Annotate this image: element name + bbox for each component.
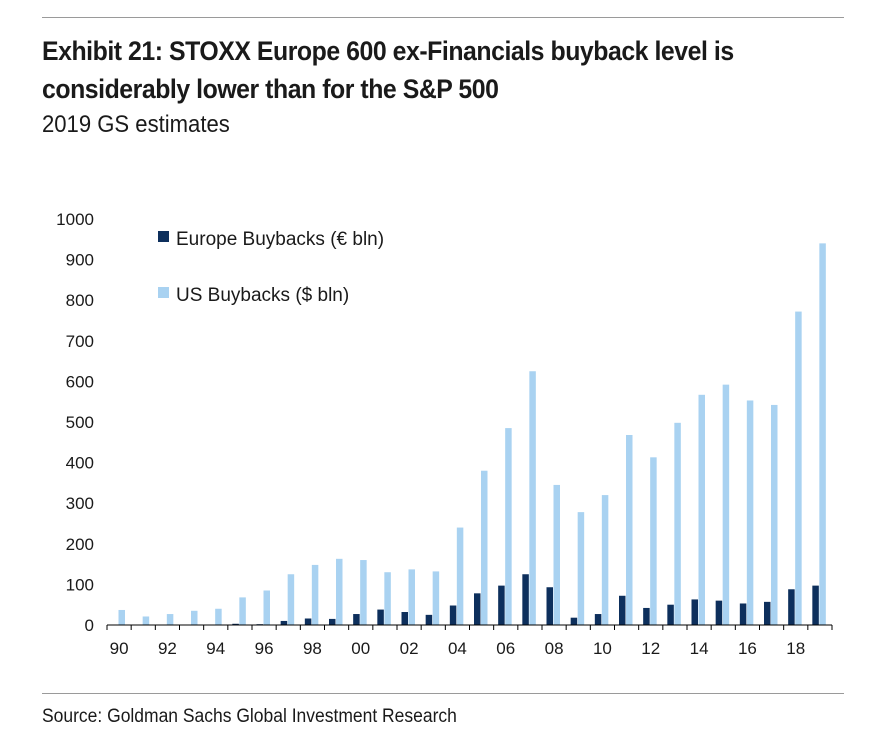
x-tick-label: 04 bbox=[448, 639, 467, 658]
europe-bar-19 bbox=[812, 585, 819, 625]
europe-bar-09 bbox=[570, 617, 578, 625]
us-bar-02 bbox=[408, 569, 415, 625]
europe-bar-10 bbox=[594, 614, 602, 625]
legend-label-us: US Buybacks ($ bln) bbox=[176, 285, 349, 306]
us-bar-04 bbox=[456, 527, 464, 625]
legend: Europe Buybacks (€ bln) US Buybacks ($ b… bbox=[158, 229, 384, 306]
x-tick-label: 96 bbox=[255, 639, 274, 658]
europe-bar-13 bbox=[667, 604, 674, 625]
y-tick-label: 900 bbox=[66, 251, 94, 270]
x-tick-label: 98 bbox=[303, 639, 322, 658]
us-bar-19 bbox=[819, 243, 826, 626]
us-bar-03 bbox=[432, 571, 440, 625]
chart-title: Exhibit 21: STOXX Europe 600 ex-Financia… bbox=[42, 36, 734, 104]
x-tick-label: 16 bbox=[738, 639, 757, 658]
bottom-rule bbox=[42, 693, 844, 694]
y-tick-label: 800 bbox=[66, 291, 94, 310]
us-bar-13 bbox=[674, 422, 681, 625]
us-bar-17 bbox=[771, 404, 778, 625]
us-bar-15 bbox=[722, 384, 730, 625]
us-bar-12 bbox=[650, 457, 657, 625]
y-tick-label: 200 bbox=[66, 535, 94, 554]
europe-bar-08 bbox=[546, 587, 553, 625]
x-tick-label: 18 bbox=[786, 639, 805, 658]
us-buyback-bars bbox=[118, 243, 826, 626]
europe-bar-06 bbox=[498, 585, 505, 625]
y-tick-label: 500 bbox=[66, 413, 94, 432]
source-note: Source: Goldman Sachs Global Investment … bbox=[42, 706, 457, 727]
us-bar-90 bbox=[118, 609, 125, 625]
europe-bar-15 bbox=[715, 600, 723, 625]
us-bar-98 bbox=[311, 564, 319, 625]
us-bar-92 bbox=[166, 614, 174, 625]
y-tick-label: 300 bbox=[66, 494, 94, 513]
x-tick-label: 94 bbox=[206, 639, 225, 658]
us-bar-91 bbox=[142, 616, 150, 625]
legend-swatch-europe bbox=[158, 231, 169, 242]
us-bar-95 bbox=[239, 597, 246, 625]
us-bar-06 bbox=[505, 428, 512, 625]
europe-bar-07 bbox=[522, 574, 529, 625]
x-tick-label: 90 bbox=[110, 639, 129, 658]
europe-bar-14 bbox=[691, 599, 698, 625]
europe-bar-99 bbox=[329, 618, 336, 625]
us-bar-07 bbox=[529, 371, 536, 625]
europe-bar-03 bbox=[425, 614, 433, 625]
us-bar-00 bbox=[360, 560, 367, 625]
x-tick-label: 00 bbox=[351, 639, 370, 658]
x-axis-ticks: 90 92 94 96 98 00 02 04 06 08 10 12 14 16 18 bbox=[106, 625, 833, 658]
us-bar-99 bbox=[336, 558, 343, 625]
x-tick-label: 92 bbox=[158, 639, 177, 658]
x-tick-label: 02 bbox=[400, 639, 419, 658]
x-tick-label: 08 bbox=[545, 639, 564, 658]
legend-swatch-us bbox=[158, 287, 169, 298]
europe-bar-95 bbox=[232, 623, 239, 625]
top-rule bbox=[42, 17, 844, 18]
x-tick-label: 10 bbox=[593, 639, 612, 658]
y-tick-label: 600 bbox=[66, 372, 94, 391]
y-tick-label: 0 bbox=[85, 616, 94, 635]
europe-bar-05 bbox=[474, 593, 481, 625]
y-tick-label: 100 bbox=[66, 575, 94, 594]
us-bar-93 bbox=[191, 610, 198, 625]
europe-buyback-bars bbox=[232, 574, 819, 625]
y-tick-label: 1000 bbox=[56, 210, 94, 229]
y-tick-label: 700 bbox=[66, 332, 94, 351]
us-bar-14 bbox=[698, 394, 705, 625]
europe-bar-18 bbox=[788, 589, 795, 625]
europe-bar-02 bbox=[401, 612, 408, 625]
europe-bar-16 bbox=[739, 603, 747, 625]
legend-label-europe: Europe Buybacks (€ bln) bbox=[176, 229, 384, 250]
us-bar-10 bbox=[601, 495, 609, 625]
y-tick-label: 400 bbox=[66, 454, 94, 473]
us-bar-94 bbox=[215, 608, 222, 625]
chart-subtitle: 2019 GS estimates bbox=[42, 111, 230, 138]
us-bar-11 bbox=[626, 434, 633, 625]
europe-bar-00 bbox=[353, 614, 360, 625]
x-tick-label: 06 bbox=[496, 639, 515, 658]
europe-bar-98 bbox=[304, 618, 312, 625]
x-tick-label: 12 bbox=[641, 639, 660, 658]
us-bar-96 bbox=[263, 590, 270, 625]
europe-bar-97 bbox=[280, 620, 288, 625]
us-bar-09 bbox=[577, 512, 585, 625]
us-bar-97 bbox=[287, 574, 295, 625]
x-tick-label: 14 bbox=[690, 639, 709, 658]
us-bar-18 bbox=[795, 311, 802, 625]
europe-bar-17 bbox=[764, 601, 771, 625]
us-bar-05 bbox=[481, 470, 488, 625]
us-bar-01 bbox=[384, 572, 391, 625]
europe-bar-12 bbox=[643, 607, 650, 625]
us-bar-08 bbox=[553, 484, 560, 625]
europe-bar-01 bbox=[377, 609, 384, 625]
europe-bar-11 bbox=[619, 595, 626, 625]
y-axis-ticks: 0 100 200 300 400 500 600 700 800 900 1000 bbox=[56, 210, 94, 635]
us-bar-16 bbox=[746, 400, 754, 625]
europe-bar-04 bbox=[449, 605, 457, 625]
